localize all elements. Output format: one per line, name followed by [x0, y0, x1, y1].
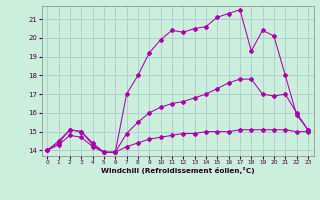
- X-axis label: Windchill (Refroidissement éolien,°C): Windchill (Refroidissement éolien,°C): [101, 167, 254, 174]
